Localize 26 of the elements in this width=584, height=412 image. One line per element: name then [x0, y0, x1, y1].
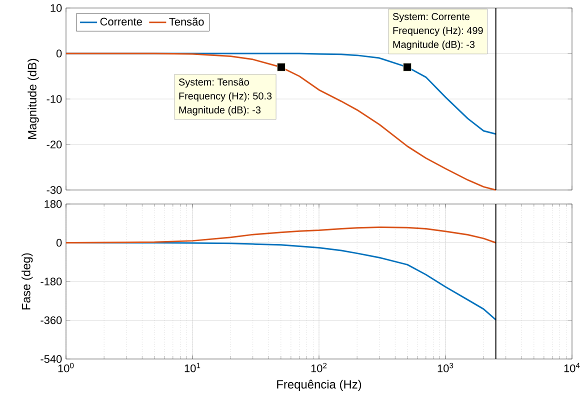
x-tick-label: 10$^{2}$: [311, 362, 327, 372]
annotation: Frequency (Hz): 50.3: [179, 92, 272, 102]
annotation: Frequency (Hz): 499: [393, 26, 483, 36]
y-axis-title: Fase (deg): [22, 253, 33, 310]
annotation: System: Corrente: [392, 13, 470, 22]
y-tick-label: 0: [56, 50, 62, 58]
y-tick-label: -30: [46, 186, 62, 194]
y-tick-label: -540: [40, 355, 62, 363]
x-tick-label: 10$^{4}$: [564, 362, 580, 372]
y-tick-label: -20: [46, 140, 62, 148]
annotation: Magnitude (dB): -3: [179, 106, 261, 116]
y-tick-label: 0: [56, 238, 62, 247]
legend-label: Corrente: [100, 18, 142, 26]
annotation: System: Tensão: [178, 78, 249, 88]
x-axis-title: Frequência (Hz): [277, 380, 362, 391]
y-tick-label: -10: [46, 95, 62, 103]
x-tick-label: 10$^{0}$: [58, 362, 74, 372]
y-axis-title: Magnitude (dB): [28, 58, 39, 139]
x-tick-label: 10$^{1}$: [184, 362, 200, 372]
annotation: Magnitude (dB): -3: [393, 40, 475, 50]
y-tick-label: -180: [40, 278, 62, 286]
y-tick-label: 180: [44, 200, 62, 208]
y-tick-label: -360: [40, 316, 62, 324]
legend-label: Tensão: [169, 18, 204, 26]
y-tick-label: 10: [50, 4, 62, 12]
x-tick-label: 10$^{3}$: [438, 362, 454, 372]
